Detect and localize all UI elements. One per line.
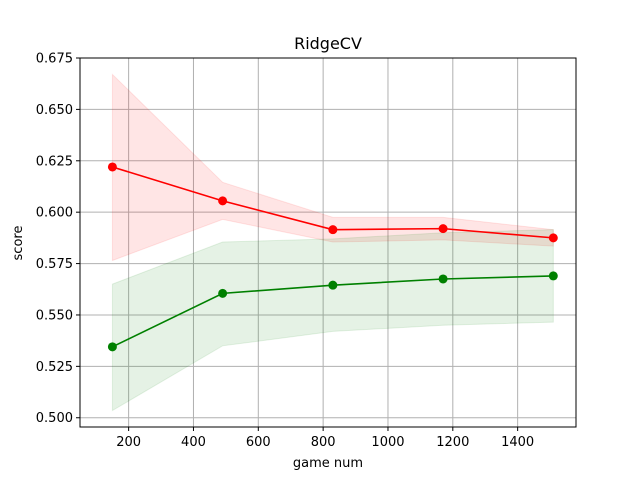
x-tick-label: 1400 <box>501 435 534 450</box>
data-point <box>328 280 338 290</box>
confidence-bands <box>111 73 554 412</box>
y-tick-label: 0.600 <box>36 206 73 221</box>
data-point <box>107 342 117 352</box>
y-tick-label: 0.650 <box>36 103 73 118</box>
data-point <box>438 274 448 284</box>
data-point <box>328 225 338 235</box>
data-point <box>218 196 228 206</box>
series-points <box>107 162 558 352</box>
y-tick-label: 0.525 <box>36 360 73 375</box>
x-tick-label: 1200 <box>436 435 469 450</box>
data-point <box>438 224 448 234</box>
y-tick-label: 0.500 <box>36 411 73 426</box>
y-tick-label: 0.625 <box>36 154 73 169</box>
grid-lines <box>80 57 576 427</box>
y-axis-ticks: 0.500 0.525 0.550 0.575 0.600 0.625 0.650 0.675 <box>36 52 80 426</box>
band-1 <box>111 229 554 412</box>
data-point <box>107 162 117 172</box>
x-tick-label: 800 <box>311 435 336 450</box>
x-axis-ticks: 200 400 600 800 1000 1200 1400 <box>116 427 534 450</box>
y-tick-label: 0.575 <box>36 257 73 272</box>
band-0 <box>111 73 554 262</box>
y-tick-label: 0.550 <box>36 308 73 323</box>
x-tick-label: 600 <box>246 435 271 450</box>
data-point <box>218 288 228 298</box>
x-tick-label: 200 <box>116 435 141 450</box>
data-point <box>548 233 558 243</box>
data-point <box>548 271 558 281</box>
x-tick-label: 1000 <box>371 435 404 450</box>
x-tick-label: 400 <box>181 435 206 450</box>
x-axis-label: game num <box>293 456 363 471</box>
plot-frame <box>79 57 577 428</box>
chart-title: RidgeCV <box>294 34 362 53</box>
y-tick-label: 0.675 <box>36 52 73 67</box>
y-axis-label: score <box>11 226 26 261</box>
